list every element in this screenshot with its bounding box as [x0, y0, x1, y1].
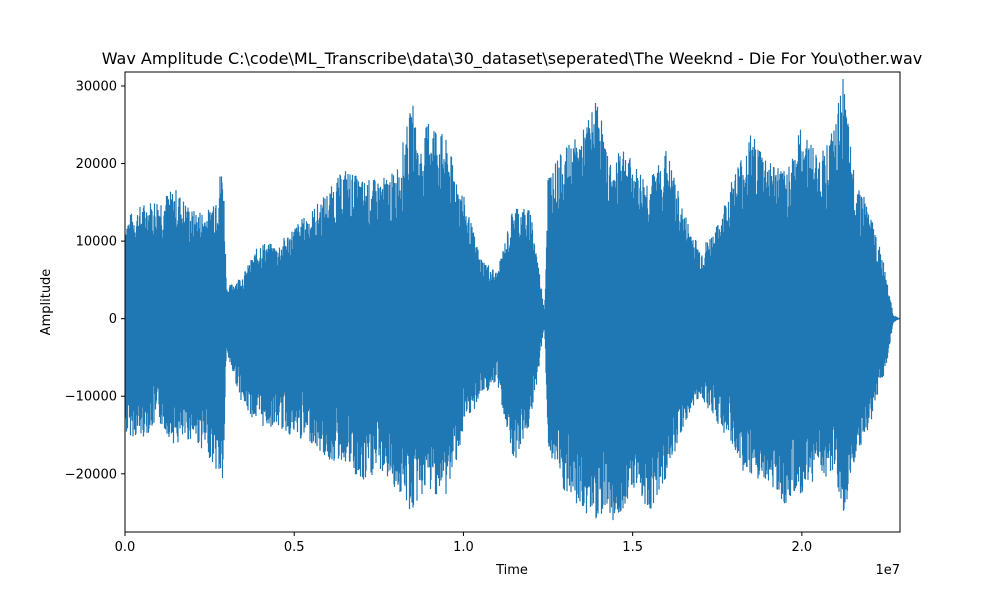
- x-tick-label: 1.0: [453, 540, 474, 555]
- x-axis: 0.0 0.5 1.0 1.5 2.0: [115, 532, 813, 555]
- plot-area: [124, 71, 901, 533]
- y-axis: −20000 −10000 0 10000 20000 30000: [65, 79, 125, 482]
- y-axis-label: Amplitude: [39, 269, 54, 336]
- y-tick-label: 0: [109, 312, 117, 327]
- waveform-layer: [125, 78, 900, 521]
- waveform-line: [125, 78, 900, 521]
- x-axis-label: Time: [495, 563, 528, 578]
- x-tick-label: 2.0: [792, 540, 813, 555]
- y-tick-label: 30000: [76, 79, 117, 94]
- x-tick-label: 0.5: [284, 540, 305, 555]
- y-tick-label: 20000: [76, 157, 117, 172]
- y-tick-label: −20000: [65, 467, 117, 482]
- x-offset-label: 1e7: [875, 563, 900, 578]
- x-tick-label: 1.5: [622, 540, 643, 555]
- x-tick-label: 0.0: [115, 540, 136, 555]
- y-tick-label: 10000: [76, 235, 117, 250]
- y-tick-label: −10000: [65, 390, 117, 405]
- chart-title: Wav Amplitude C:\code\ML_Transcribe\data…: [102, 49, 923, 69]
- plot-frame: [124, 71, 901, 533]
